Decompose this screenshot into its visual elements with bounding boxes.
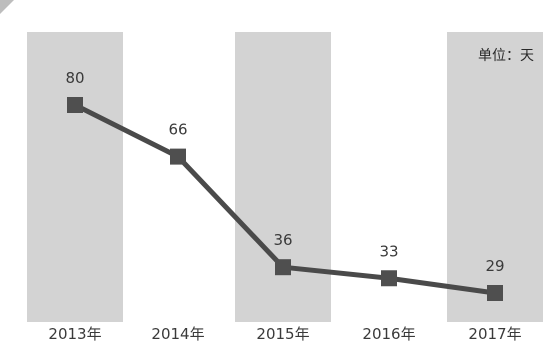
x-tick-label: 2013年: [48, 325, 101, 343]
data-label: 80: [65, 69, 84, 87]
category-band: [235, 32, 331, 322]
data-point-marker: [275, 259, 291, 276]
category-bands: [27, 32, 543, 322]
x-tick-label: 2015年: [256, 325, 309, 343]
data-point-marker: [170, 148, 186, 165]
data-point-marker: [67, 97, 83, 113]
category-band: [447, 32, 543, 322]
data-point-marker: [381, 270, 397, 287]
x-tick-label: 2016年: [362, 325, 415, 343]
corner-fold: [0, 0, 14, 14]
data-label-layer: 80 66 36 33 29: [65, 69, 504, 275]
data-point-marker: [487, 285, 503, 301]
data-label: 33: [379, 242, 398, 260]
data-label: 36: [273, 231, 292, 249]
category-label-layer: 2013年 2014年 2015年 2016年 2017年: [48, 325, 521, 343]
category-band: [27, 32, 123, 322]
data-label: 66: [168, 121, 187, 139]
marker-layer: [67, 97, 503, 301]
x-tick-label: 2014年: [151, 325, 204, 343]
unit-label: 单位：天: [478, 48, 534, 64]
x-tick-label: 2017年: [468, 325, 521, 343]
data-label: 29: [485, 257, 504, 275]
